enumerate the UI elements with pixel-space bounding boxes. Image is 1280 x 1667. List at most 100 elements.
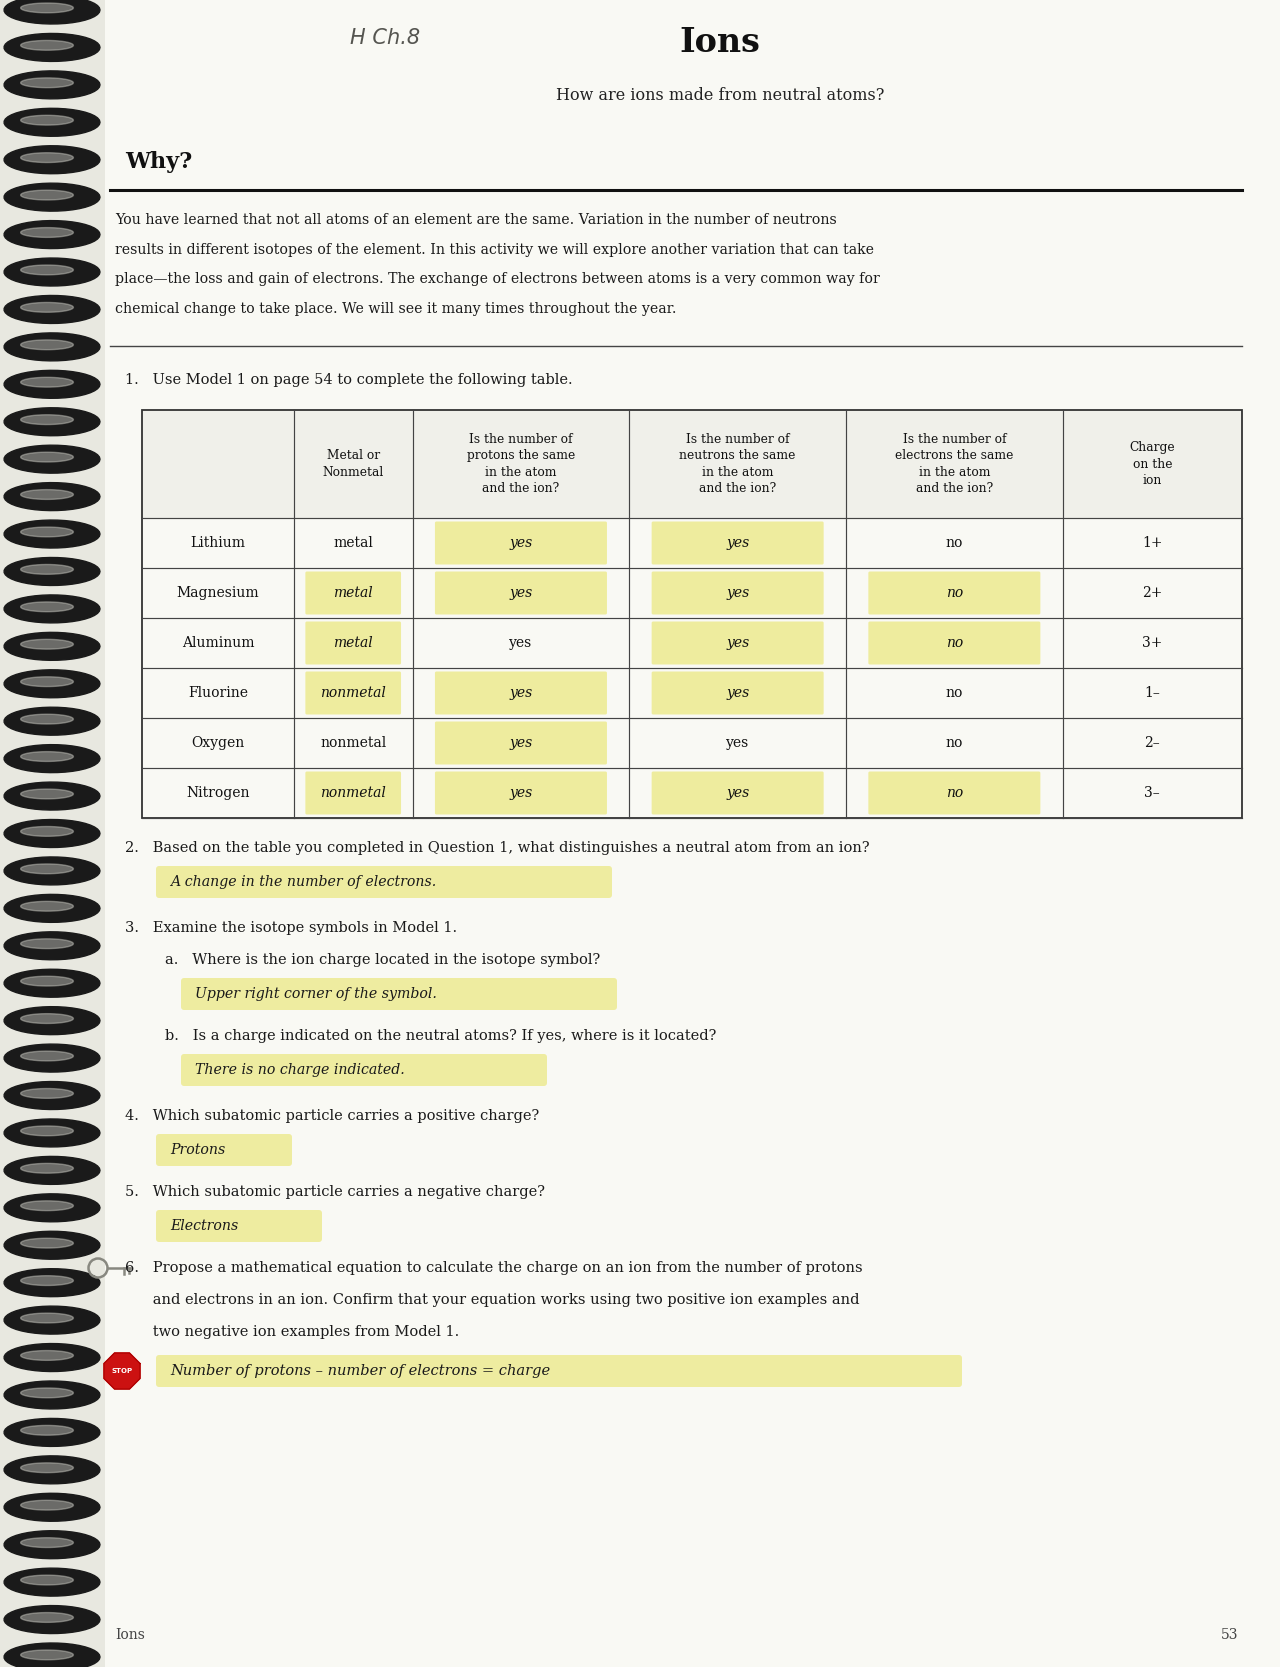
Text: 1–: 1–	[1144, 687, 1160, 700]
FancyBboxPatch shape	[868, 622, 1041, 665]
FancyBboxPatch shape	[306, 772, 401, 815]
FancyBboxPatch shape	[868, 772, 1041, 815]
Polygon shape	[20, 1350, 73, 1360]
Polygon shape	[4, 745, 100, 772]
Polygon shape	[20, 1014, 73, 1024]
Polygon shape	[4, 857, 100, 885]
FancyBboxPatch shape	[306, 572, 401, 615]
Polygon shape	[4, 1194, 100, 1222]
Text: metal: metal	[333, 587, 372, 600]
Polygon shape	[20, 153, 73, 162]
Polygon shape	[4, 1119, 100, 1147]
Text: Ions: Ions	[680, 25, 760, 58]
Polygon shape	[4, 295, 100, 323]
Text: Charge
on the
ion: Charge on the ion	[1129, 442, 1175, 487]
Text: 53: 53	[1221, 1629, 1238, 1642]
FancyBboxPatch shape	[180, 1054, 547, 1085]
Text: yes: yes	[726, 637, 749, 650]
Text: place—the loss and gain of electrons. The exchange of electrons between atoms is: place—the loss and gain of electrons. Th…	[115, 272, 879, 287]
Polygon shape	[4, 1380, 100, 1409]
Bar	[142, 410, 1242, 518]
Polygon shape	[4, 72, 100, 98]
Text: 2.   Based on the table you completed in Question 1, what distinguishes a neutra: 2. Based on the table you completed in Q…	[125, 840, 869, 855]
Polygon shape	[4, 1269, 100, 1297]
Polygon shape	[20, 1089, 73, 1099]
Text: no: no	[946, 737, 963, 750]
Polygon shape	[4, 1307, 100, 1334]
Text: 2–: 2–	[1144, 737, 1160, 750]
Polygon shape	[20, 1612, 73, 1622]
Text: How are ions made from neutral atoms?: How are ions made from neutral atoms?	[556, 87, 884, 103]
FancyBboxPatch shape	[435, 522, 607, 565]
Polygon shape	[4, 333, 100, 360]
Text: no: no	[946, 687, 963, 700]
Text: yes: yes	[726, 787, 749, 800]
Text: 1+: 1+	[1142, 537, 1162, 550]
Text: Protons: Protons	[170, 1144, 225, 1157]
Polygon shape	[20, 40, 73, 50]
Text: Aluminum: Aluminum	[182, 637, 255, 650]
Polygon shape	[4, 145, 100, 173]
Polygon shape	[20, 115, 73, 125]
FancyBboxPatch shape	[652, 572, 823, 615]
Text: yes: yes	[509, 687, 532, 700]
Bar	[142, 410, 1242, 818]
Polygon shape	[20, 1275, 73, 1285]
Text: 3.   Examine the isotope symbols in Model 1.: 3. Examine the isotope symbols in Model …	[125, 920, 457, 935]
Polygon shape	[20, 788, 73, 798]
Polygon shape	[20, 864, 73, 874]
Polygon shape	[20, 302, 73, 312]
Polygon shape	[4, 820, 100, 847]
Polygon shape	[20, 827, 73, 837]
Polygon shape	[20, 1052, 73, 1060]
Text: chemical change to take place. We will see it many times throughout the year.: chemical change to take place. We will s…	[115, 302, 677, 315]
Polygon shape	[20, 1125, 73, 1135]
Text: There is no charge indicated.: There is no charge indicated.	[195, 1064, 404, 1077]
Text: 3–: 3–	[1144, 787, 1160, 800]
Text: Lithium: Lithium	[191, 537, 246, 550]
Text: yes: yes	[509, 787, 532, 800]
Polygon shape	[20, 1239, 73, 1249]
Text: yes: yes	[726, 687, 749, 700]
Text: 1.   Use Model 1 on page 54 to complete the following table.: 1. Use Model 1 on page 54 to complete th…	[125, 373, 572, 387]
Polygon shape	[4, 408, 100, 435]
Polygon shape	[4, 557, 100, 585]
Polygon shape	[4, 258, 100, 287]
Text: Magnesium: Magnesium	[177, 587, 260, 600]
Polygon shape	[20, 602, 73, 612]
Polygon shape	[4, 1530, 100, 1559]
Text: no: no	[946, 587, 963, 600]
Polygon shape	[4, 33, 100, 62]
Text: b.   Is a charge indicated on the neutral atoms? If yes, where is it located?: b. Is a charge indicated on the neutral …	[165, 1029, 717, 1044]
Text: 6.   Propose a mathematical equation to calculate the charge on an ion from the : 6. Propose a mathematical equation to ca…	[125, 1260, 863, 1275]
Polygon shape	[4, 0, 100, 23]
Polygon shape	[4, 595, 100, 623]
Polygon shape	[4, 782, 100, 810]
FancyBboxPatch shape	[156, 1355, 963, 1387]
FancyBboxPatch shape	[868, 572, 1041, 615]
Polygon shape	[4, 932, 100, 960]
FancyBboxPatch shape	[306, 672, 401, 715]
Polygon shape	[4, 1082, 100, 1110]
Polygon shape	[4, 969, 100, 997]
Polygon shape	[20, 452, 73, 462]
Text: no: no	[946, 787, 963, 800]
Polygon shape	[4, 1455, 100, 1484]
Text: yes: yes	[509, 537, 532, 550]
Text: Why?: Why?	[125, 152, 192, 173]
Polygon shape	[20, 415, 73, 425]
Text: yes: yes	[726, 587, 749, 600]
Polygon shape	[4, 1344, 100, 1372]
Text: metal: metal	[333, 637, 372, 650]
Text: Is the number of
electrons the same
in the atom
and the ion?: Is the number of electrons the same in t…	[895, 433, 1014, 495]
Polygon shape	[20, 340, 73, 350]
Text: Number of protons – number of electrons = charge: Number of protons – number of electrons …	[170, 1364, 550, 1379]
Polygon shape	[4, 707, 100, 735]
Text: no: no	[946, 537, 963, 550]
Polygon shape	[20, 939, 73, 949]
Polygon shape	[4, 1569, 100, 1595]
Polygon shape	[4, 108, 100, 137]
FancyBboxPatch shape	[306, 622, 401, 665]
FancyBboxPatch shape	[156, 865, 612, 899]
Polygon shape	[20, 1200, 73, 1210]
